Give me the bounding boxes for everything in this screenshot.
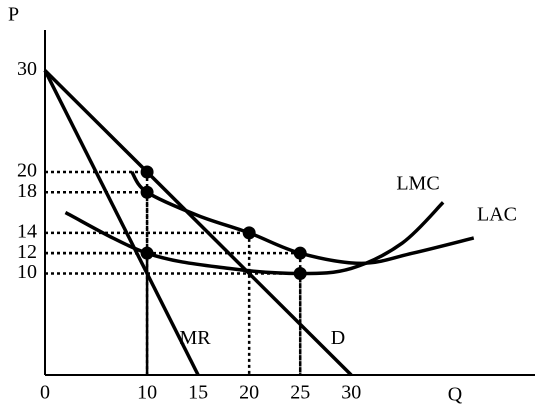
y-tick-label: 18 (17, 180, 37, 202)
x-tick-label: 0 (40, 382, 50, 404)
y-tick-label: 30 (17, 58, 37, 80)
y-axis-label: P (8, 4, 19, 26)
curve (43, 69, 200, 376)
curve-label: MR (180, 327, 212, 349)
x-axis-label: Q (448, 384, 463, 406)
point (140, 246, 154, 260)
point (140, 165, 154, 179)
y-tick-label: 10 (17, 261, 37, 283)
curve-label: LAC (477, 204, 517, 226)
y-tick-label: 14 (17, 220, 37, 242)
curve (64, 201, 445, 276)
y-tick-label: 20 (17, 160, 37, 182)
curve-label: D (331, 327, 345, 349)
curve (43, 69, 353, 377)
point (140, 185, 154, 199)
x-tick-label: 25 (290, 382, 310, 404)
point (242, 226, 256, 240)
x-tick-label: 15 (188, 382, 208, 404)
curve-label: LMC (396, 173, 439, 195)
x-tick-label: 10 (137, 382, 157, 404)
x-tick-label: 30 (341, 382, 361, 404)
point (293, 266, 307, 280)
y-tick-label: 12 (17, 241, 37, 263)
point (293, 246, 307, 260)
x-tick-label: 20 (239, 382, 259, 404)
